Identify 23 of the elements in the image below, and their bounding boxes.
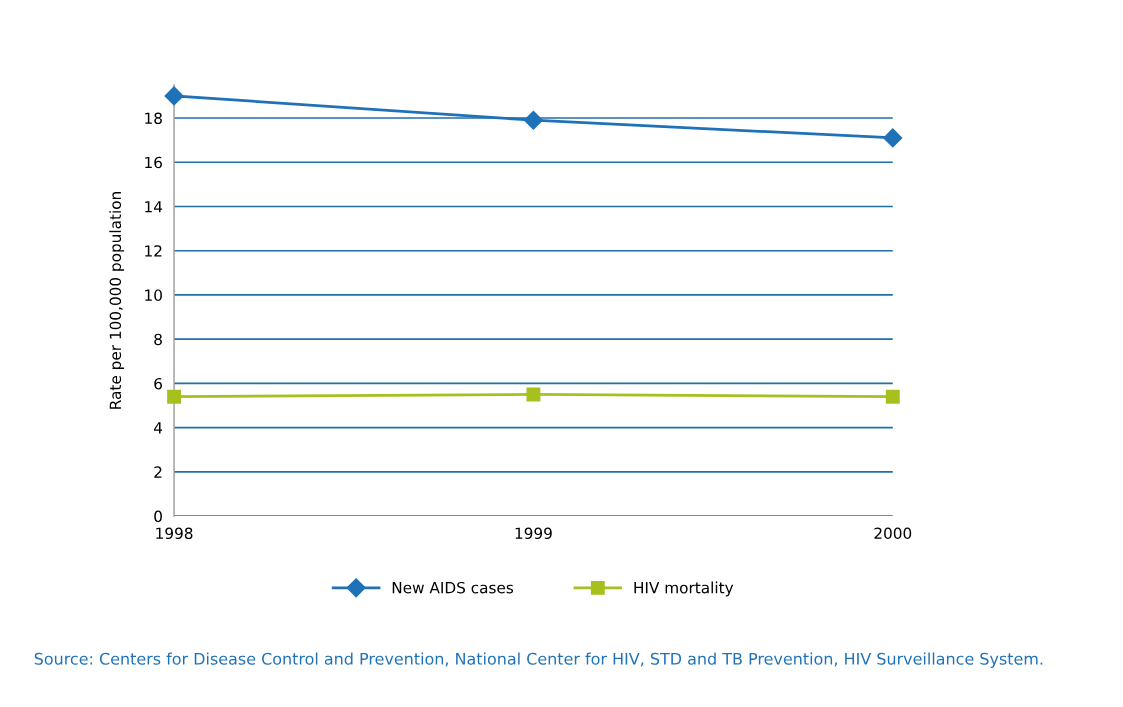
y-tick-label: 2 <box>154 466 162 478</box>
point <box>167 389 182 404</box>
point <box>164 86 184 106</box>
legend-label: New AIDS cases <box>392 581 514 594</box>
x-tick-label: 1999 <box>515 527 552 540</box>
legend-label: HIV mortality <box>634 581 734 597</box>
point <box>883 128 903 148</box>
x-tick-label: 2000 <box>874 527 912 540</box>
y-tick-label: 18 <box>145 112 162 125</box>
y-tick-label: 6 <box>154 377 162 390</box>
y-axis-title: Rate per 100,000 population <box>109 192 125 409</box>
point <box>885 389 900 404</box>
source-note: Source: Centers for Disease Control and Prevention, National Center for HIV, STD and TB Prevention, HIV Surveillance System. <box>34 652 1043 668</box>
point <box>526 387 541 402</box>
y-tick-label: 0 <box>154 510 162 523</box>
y-tick-label: 14 <box>145 201 163 213</box>
y-tick-label: 16 <box>145 156 162 169</box>
y-tick-label: 10 <box>145 289 162 301</box>
y-tick-label: 8 <box>154 333 162 346</box>
y-tick-label: 4 <box>153 422 163 434</box>
x-tick-label: 1998 <box>156 527 193 540</box>
point <box>523 110 543 130</box>
y-tick-label: 12 <box>145 245 162 257</box>
